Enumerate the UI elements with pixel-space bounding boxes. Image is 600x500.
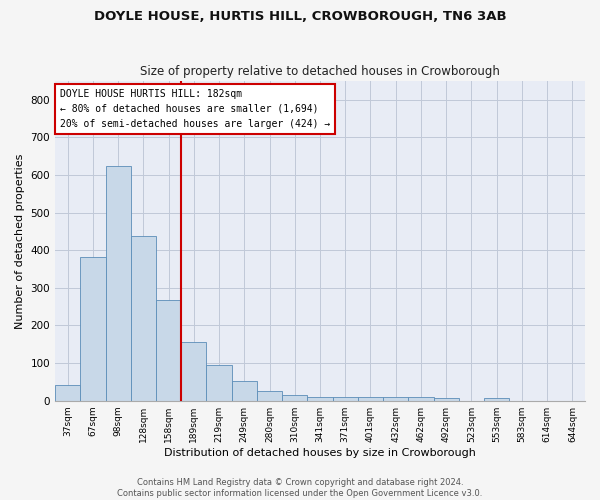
- Bar: [282, 395, 307, 400]
- Bar: [484, 398, 509, 400]
- Bar: [434, 398, 459, 400]
- X-axis label: Distribution of detached houses by size in Crowborough: Distribution of detached houses by size …: [164, 448, 476, 458]
- Bar: [409, 397, 434, 400]
- Bar: [131, 236, 156, 400]
- Bar: [383, 397, 409, 400]
- Bar: [206, 365, 232, 400]
- Title: Size of property relative to detached houses in Crowborough: Size of property relative to detached ho…: [140, 66, 500, 78]
- Y-axis label: Number of detached properties: Number of detached properties: [15, 153, 25, 328]
- Text: DOYLE HOUSE, HURTIS HILL, CROWBOROUGH, TN6 3AB: DOYLE HOUSE, HURTIS HILL, CROWBOROUGH, T…: [94, 10, 506, 23]
- Bar: [106, 166, 131, 400]
- Bar: [257, 390, 282, 400]
- Bar: [358, 397, 383, 400]
- Bar: [307, 397, 332, 400]
- Bar: [156, 300, 181, 400]
- Bar: [181, 342, 206, 400]
- Bar: [332, 397, 358, 400]
- Text: DOYLE HOUSE HURTIS HILL: 182sqm
← 80% of detached houses are smaller (1,694)
20%: DOYLE HOUSE HURTIS HILL: 182sqm ← 80% of…: [61, 89, 331, 128]
- Text: Contains HM Land Registry data © Crown copyright and database right 2024.
Contai: Contains HM Land Registry data © Crown c…: [118, 478, 482, 498]
- Bar: [80, 256, 106, 400]
- Bar: [232, 381, 257, 400]
- Bar: [55, 384, 80, 400]
